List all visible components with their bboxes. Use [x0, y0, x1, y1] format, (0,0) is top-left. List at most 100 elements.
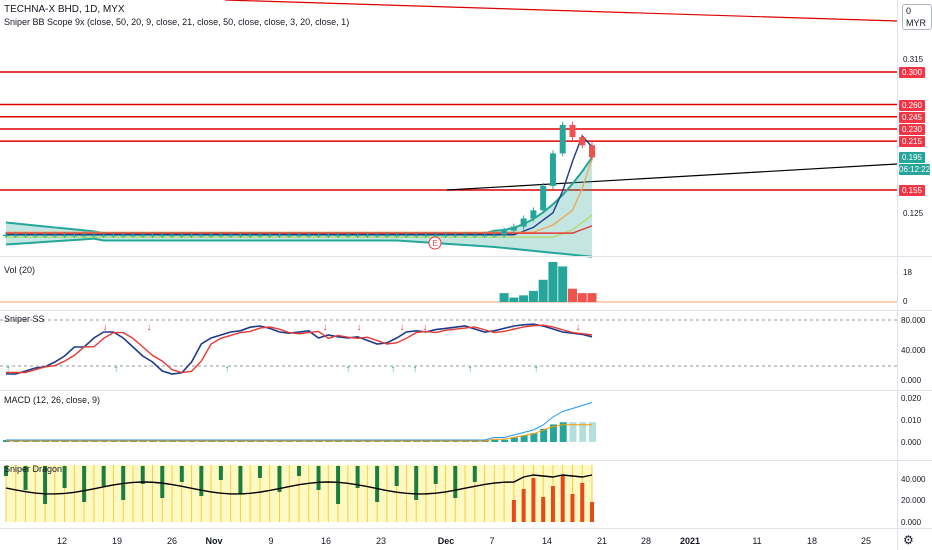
candle-body — [374, 234, 381, 237]
dragon-green-bar — [257, 466, 262, 478]
x-axis-label: Nov — [205, 536, 223, 546]
ss-axis-label: 80.000 — [901, 316, 926, 325]
candle-body — [61, 234, 68, 237]
candle-body — [188, 234, 195, 237]
indicator-title[interactable]: Sniper BB Scope 9x (close, 50, 20, 9, cl… — [4, 17, 350, 27]
price-level-tag: 0.260 — [899, 99, 925, 111]
candle-body — [178, 234, 185, 237]
candle-body — [344, 234, 351, 237]
macd-histogram-bar — [510, 437, 518, 442]
dragon-green-bar — [453, 466, 458, 498]
candle-body — [432, 234, 439, 237]
candle-body — [217, 234, 224, 237]
price-axis-label: 0.315 — [903, 54, 924, 64]
sell-arrow-icon: ↓ — [103, 322, 108, 333]
macd-histogram-bar — [540, 428, 548, 442]
trendline-top — [224, 0, 898, 22]
candle-body — [549, 153, 556, 186]
buy-arrow-icon: ↑ — [413, 364, 418, 375]
moving-average-line — [6, 134, 593, 236]
price-level-tag: 0.215 — [899, 136, 925, 148]
gear-icon[interactable]: ⚙ — [903, 533, 914, 547]
candle-body — [81, 234, 88, 237]
candle-body — [471, 234, 478, 237]
buy-arrow-icon: ↑ — [534, 364, 539, 375]
volume-pane-title[interactable]: Vol (20) — [4, 265, 36, 275]
candle-body — [3, 234, 9, 237]
candle-body — [237, 234, 244, 237]
candle-body — [296, 234, 302, 237]
dragon-red-bar — [531, 478, 536, 522]
candle-body — [256, 234, 263, 237]
dragon-pane-title[interactable]: Sniper Dragon — [4, 464, 63, 474]
candle-body — [589, 145, 595, 158]
dragon-green-bar — [336, 466, 341, 504]
x-axis-label: Dec — [437, 536, 455, 546]
candle-body — [491, 234, 498, 237]
dragon-red-bar — [550, 486, 555, 522]
ss-k-line — [6, 323, 593, 375]
candle-body — [422, 234, 429, 237]
ss-pane-title[interactable]: Sniper SS — [4, 314, 45, 324]
candle-body — [12, 234, 19, 237]
bar-countdown: 06:12:22 — [899, 164, 931, 176]
volume-bar — [587, 293, 597, 302]
volume-bar — [519, 295, 529, 302]
price-level-tag: 0.245 — [899, 111, 925, 123]
dragon-green-bar — [160, 466, 165, 498]
macd-histogram-bar — [589, 422, 596, 442]
candle-body — [569, 124, 576, 138]
candle-body — [559, 124, 566, 154]
candle-body — [383, 234, 390, 237]
pane-divider — [0, 310, 932, 311]
macd-pane-title[interactable]: MACD (12, 26, close, 9) — [4, 395, 101, 405]
sell-arrow-icon: ↓ — [147, 322, 152, 333]
price-level-tag: 0.300 — [899, 67, 925, 78]
x-axis-label: 12 — [56, 536, 68, 546]
x-axis-label: 25 — [860, 536, 872, 546]
candle-body — [510, 226, 517, 231]
macd-histogram-bar — [559, 422, 567, 442]
currency-button[interactable]: 0 MYR — [902, 4, 932, 30]
buy-arrow-icon: ↑ — [346, 364, 351, 375]
x-axis-label: 18 — [806, 536, 818, 546]
dragon-green-bar — [277, 466, 282, 492]
dragon-axis-label: 40.000 — [901, 475, 926, 484]
volume-axis-label: 18 — [903, 268, 912, 277]
sell-arrow-icon: ↓ — [423, 322, 428, 333]
volume-bar — [577, 293, 587, 302]
symbol-title[interactable]: TECHNA-X BHD, 1D, MYX — [4, 4, 125, 15]
currency-label: MYR — [906, 18, 926, 28]
dragon-green-bar — [472, 466, 477, 482]
pane-divider — [0, 528, 932, 529]
x-axis-label: 19 — [111, 536, 123, 546]
candle-body — [32, 234, 39, 237]
candle-body — [120, 234, 127, 237]
price-level-tag: 0.195 — [899, 152, 925, 164]
dragon-axis-label: 0.000 — [901, 518, 922, 527]
dragon-line — [5, 474, 593, 495]
x-axis-label: 28 — [640, 536, 652, 546]
x-axis-label: 26 — [166, 536, 178, 546]
candle-body — [51, 234, 58, 237]
x-axis-label: 9 — [268, 536, 274, 546]
macd-histogram-bar — [520, 435, 528, 442]
macd-histogram-bar — [569, 422, 577, 442]
candle-body — [110, 234, 117, 237]
sell-arrow-icon: ↓ — [357, 322, 362, 333]
volume-bar — [548, 262, 558, 302]
volume-bar — [499, 293, 509, 302]
ss-d-line — [6, 324, 593, 374]
dragon-green-bar — [101, 466, 106, 486]
candle-body — [325, 234, 332, 237]
candle-body — [403, 234, 410, 237]
x-axis-label: 11 — [752, 536, 762, 546]
candle-body — [169, 234, 176, 237]
dragon-green-bar — [4, 466, 8, 476]
dragon-red-bar — [511, 500, 516, 522]
candle-body — [315, 234, 322, 237]
macd-axis-label: 0.010 — [901, 416, 922, 425]
bb-lower-line — [5, 237, 593, 258]
sell-arrow-icon: ↓ — [511, 322, 516, 333]
